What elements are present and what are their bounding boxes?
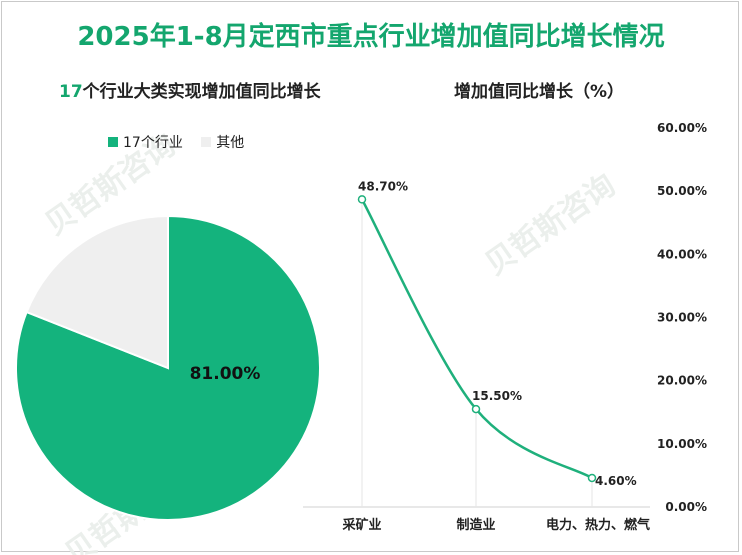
pie-subtitle: 17个行业大类实现增加值同比增长 [59, 77, 321, 102]
legend-item-17-industries: 17个行业 [108, 132, 183, 152]
legend-label-other: 其他 [216, 135, 245, 151]
legend-label-17-industries: 17个行业 [123, 135, 183, 151]
y-tick-label-0: 0.00% [665, 500, 707, 514]
line-value-label-0: 48.70% [358, 179, 408, 193]
pie-slice-label-0: 81.00% [190, 364, 261, 384]
x-category-label-2: 电力、热力、燃气 [546, 517, 650, 533]
y-tick-label-2: 20.00% [657, 374, 707, 388]
legend-item-other: 其他 [201, 132, 244, 152]
legend-swatch-other [201, 137, 212, 147]
line-point-0 [357, 195, 367, 204]
line-point-1 [471, 404, 481, 414]
line-point-2 [587, 473, 597, 483]
line-subtitle: 增加值同比增长（%） [454, 82, 625, 102]
y-tick-label-1: 10.00% [657, 437, 707, 451]
pie-subtitle-count: 17 [59, 82, 83, 102]
pie-slice-1 [25, 214, 169, 370]
chart-title: 2025年1-8月定西市重点行业增加值同比增长情况 [77, 22, 665, 52]
line-value-label-2: 4.60% [595, 474, 637, 488]
x-category-label-0: 采矿业 [341, 517, 381, 533]
legend-swatch-17-industries [108, 137, 118, 147]
y-tick-label-6: 60.00% [657, 121, 707, 135]
pie-subtitle-text: 个行业大类实现增加值同比增长 [82, 82, 321, 102]
line-value-label-1: 15.50% [472, 389, 522, 403]
pie-legend: 17个行业 其他 [108, 132, 258, 152]
y-tick-label-3: 30.00% [657, 311, 707, 325]
line-series [360, 198, 593, 480]
y-tick-label-5: 50.00% [657, 184, 707, 198]
y-tick-label-4: 40.00% [657, 247, 707, 261]
x-category-label-1: 制造业 [456, 517, 495, 533]
